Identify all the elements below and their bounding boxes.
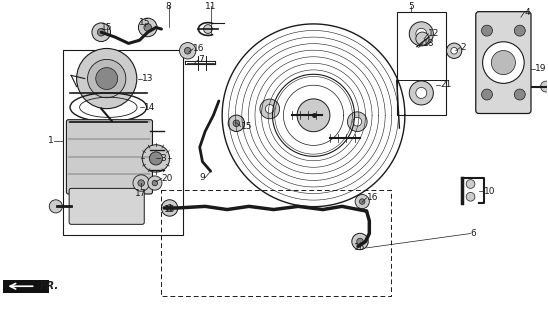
Circle shape — [355, 195, 369, 209]
Bar — [397, 12, 446, 115]
Text: 21: 21 — [441, 80, 452, 90]
Circle shape — [515, 89, 526, 100]
Circle shape — [466, 180, 475, 188]
Circle shape — [144, 24, 152, 31]
Circle shape — [482, 89, 493, 100]
Circle shape — [540, 81, 548, 92]
Text: 20: 20 — [162, 174, 173, 183]
Text: 3: 3 — [161, 154, 166, 163]
Circle shape — [49, 200, 62, 213]
Circle shape — [482, 25, 493, 36]
Text: 15: 15 — [139, 18, 151, 27]
Circle shape — [77, 48, 137, 109]
Circle shape — [297, 99, 330, 132]
Circle shape — [353, 117, 362, 126]
Text: 19: 19 — [535, 64, 546, 74]
Bar — [162, 190, 391, 296]
Circle shape — [92, 23, 111, 42]
Circle shape — [416, 28, 427, 39]
Text: 8: 8 — [165, 2, 172, 11]
Circle shape — [483, 42, 524, 84]
Text: 12: 12 — [429, 29, 440, 38]
Circle shape — [233, 120, 239, 127]
Text: 10: 10 — [484, 187, 496, 196]
Text: 2: 2 — [460, 43, 466, 52]
Circle shape — [96, 68, 118, 90]
Bar — [63, 50, 183, 235]
Circle shape — [260, 99, 279, 119]
Text: 18: 18 — [423, 39, 435, 48]
Circle shape — [162, 200, 178, 216]
Circle shape — [142, 145, 170, 172]
Text: FR.: FR. — [39, 281, 59, 291]
Text: 17: 17 — [135, 189, 147, 198]
Circle shape — [179, 43, 196, 59]
Circle shape — [148, 176, 162, 190]
Circle shape — [203, 25, 212, 33]
Text: 9: 9 — [199, 173, 205, 182]
Text: 16: 16 — [193, 44, 204, 53]
Circle shape — [466, 192, 475, 201]
Circle shape — [416, 87, 427, 99]
Circle shape — [347, 112, 367, 132]
Circle shape — [150, 152, 163, 165]
Text: 4: 4 — [524, 8, 530, 17]
Text: 5: 5 — [409, 2, 414, 11]
Text: 15: 15 — [101, 23, 112, 32]
Circle shape — [416, 32, 429, 45]
Circle shape — [133, 175, 150, 191]
Text: 1: 1 — [48, 136, 54, 145]
Circle shape — [184, 47, 191, 54]
Text: 15: 15 — [241, 122, 252, 131]
Text: 6: 6 — [471, 229, 476, 238]
Circle shape — [409, 22, 433, 46]
Circle shape — [409, 81, 433, 105]
Circle shape — [447, 43, 462, 59]
Circle shape — [357, 238, 363, 245]
Bar — [3, 280, 49, 292]
Text: 11: 11 — [205, 2, 216, 11]
Text: 15: 15 — [354, 244, 366, 252]
Circle shape — [352, 233, 368, 250]
FancyBboxPatch shape — [476, 12, 531, 114]
Circle shape — [265, 105, 274, 113]
Circle shape — [228, 115, 244, 132]
FancyBboxPatch shape — [66, 120, 152, 194]
Circle shape — [451, 47, 458, 54]
Circle shape — [139, 18, 157, 37]
FancyBboxPatch shape — [69, 188, 144, 224]
Circle shape — [167, 205, 173, 211]
Text: 13: 13 — [142, 74, 154, 83]
Text: 14: 14 — [144, 103, 155, 112]
Circle shape — [515, 25, 526, 36]
Text: 16: 16 — [367, 193, 378, 202]
Text: 15: 15 — [164, 205, 175, 214]
Circle shape — [138, 180, 145, 186]
Text: 7: 7 — [198, 55, 204, 64]
Circle shape — [88, 60, 126, 98]
Circle shape — [492, 51, 516, 75]
Circle shape — [152, 180, 158, 186]
Circle shape — [98, 28, 105, 36]
Circle shape — [359, 199, 365, 204]
